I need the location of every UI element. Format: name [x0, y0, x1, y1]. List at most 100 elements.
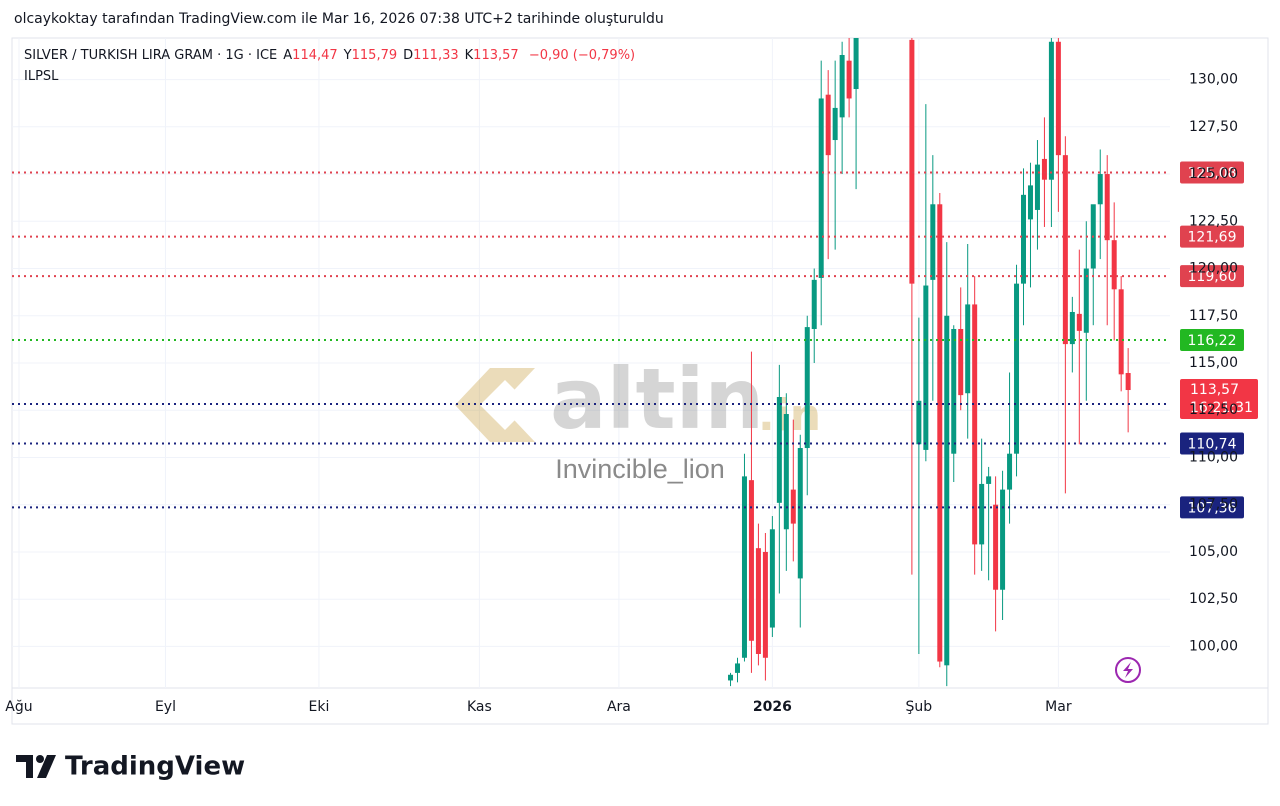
candle-body	[769, 529, 775, 628]
candle-body	[1034, 164, 1040, 210]
candle-body	[776, 397, 782, 503]
candle-body	[1055, 41, 1061, 156]
candle-body	[1000, 489, 1006, 590]
level-label: 107,36	[1188, 500, 1237, 516]
flash-bolt[interactable]	[1123, 662, 1133, 678]
candle-body	[762, 551, 768, 658]
ohlc-key: D	[403, 48, 414, 63]
level-label-box	[1180, 225, 1244, 248]
candle-body	[993, 504, 999, 590]
logo-slash	[37, 755, 56, 778]
y-tick-label: 125,00	[1189, 166, 1238, 182]
x-tick-label: Eki	[309, 699, 330, 715]
ohlc-value: 113,57	[473, 48, 519, 63]
flash-circle[interactable]	[1115, 657, 1141, 683]
x-tick-label: Kas	[467, 699, 492, 715]
logo-mark	[16, 755, 33, 778]
candle-body	[965, 304, 971, 394]
last-price-box	[1180, 379, 1258, 420]
candle-body	[797, 448, 803, 579]
flash-icon[interactable]	[1115, 657, 1141, 683]
level-label-box	[1180, 496, 1244, 519]
level-label-box	[1180, 328, 1244, 351]
candle-body	[951, 328, 957, 454]
ohlc-key: Y	[343, 48, 352, 63]
candle-body	[755, 548, 761, 654]
y-tick-label: 102,50	[1189, 591, 1238, 607]
footer-brand: TradingView	[65, 752, 245, 782]
y-tick-label: 110,00	[1189, 449, 1238, 465]
candle-body	[986, 476, 992, 484]
level-label-box	[1180, 161, 1244, 184]
level-label: 125,08	[1188, 166, 1237, 182]
x-tick-label: Eyl	[155, 699, 176, 715]
candle-body	[1118, 289, 1124, 375]
y-tick-label: 122,50	[1189, 213, 1238, 229]
level-label-box	[1180, 432, 1244, 455]
candle-body	[1104, 174, 1110, 241]
watermark: altin .in	[455, 350, 821, 448]
x-tick-label: Ağu	[5, 699, 32, 715]
ohlc-key: A	[283, 48, 293, 63]
candle-body	[979, 483, 985, 545]
ohlc-value: 111,33	[413, 48, 459, 63]
y-tick-label: 105,00	[1189, 544, 1238, 560]
watermark-suffix: .in	[758, 390, 821, 441]
level-label: 121,69	[1188, 230, 1237, 246]
countdown: 16:21:31	[1190, 400, 1253, 416]
candle-body	[1083, 268, 1089, 333]
candle-body	[972, 304, 978, 545]
watermark-logo	[455, 368, 535, 442]
candle-body	[846, 60, 852, 99]
candle-body	[853, 38, 859, 90]
candle-body	[916, 400, 922, 445]
candle-body	[748, 480, 754, 641]
x-tick-label: 2026	[753, 699, 792, 715]
candle-body	[825, 94, 831, 156]
y-tick-label: 117,50	[1189, 308, 1238, 324]
symbol-title: SILVER / TURKISH LIRA GRAM · 1G · ICE	[24, 48, 278, 63]
candle-body	[1027, 185, 1033, 220]
subtitle: ILPSL	[24, 69, 59, 84]
candle-body	[839, 55, 845, 118]
candle-body	[728, 674, 734, 681]
y-tick-label: 115,00	[1189, 355, 1238, 371]
ohlc-value: 114,47	[292, 48, 338, 63]
candle-body	[1097, 174, 1103, 205]
candle-body	[909, 39, 915, 284]
candle-body	[783, 414, 789, 530]
watermark-author: Invincible_lion	[555, 454, 725, 484]
x-tick-label: Şub	[906, 699, 933, 715]
candle-body	[1014, 283, 1020, 454]
candle-body	[804, 327, 810, 449]
candle-body	[818, 98, 824, 278]
candle-body	[958, 328, 964, 396]
footer-logo: TradingView	[16, 752, 245, 782]
level-label: 116,22	[1188, 333, 1237, 349]
level-label-box	[1180, 265, 1244, 288]
frame	[11, 37, 1269, 725]
y-tick-label: 112,50	[1189, 402, 1238, 418]
x-tick-label: Ara	[607, 699, 631, 715]
y-tick-label: 107,50	[1189, 497, 1238, 513]
legend: SILVER / TURKISH LIRA GRAM · 1G · ICE A11…	[24, 48, 635, 84]
candle-body	[811, 279, 817, 329]
y-tick-label: 130,00	[1189, 72, 1238, 88]
candle-body	[930, 204, 936, 280]
last-price-label: 113,57	[1190, 382, 1239, 398]
candle-body	[1076, 313, 1082, 331]
candle-body	[937, 204, 943, 662]
candle-body	[1048, 41, 1054, 180]
header: olcaykoktay tarafından TradingView.com i…	[14, 11, 664, 27]
ohlc-value: 115,79	[351, 48, 398, 63]
candle-body	[923, 285, 929, 450]
candle-body	[832, 107, 838, 141]
candle-body	[1007, 453, 1013, 490]
candle-body	[1021, 194, 1027, 284]
change: −0,90 (−0,79%)	[528, 48, 636, 63]
candle-body	[1041, 158, 1047, 180]
candle-body	[1125, 373, 1131, 391]
ohlc: A114,47 Y115,79 D111,33 K113,57	[277, 48, 518, 63]
